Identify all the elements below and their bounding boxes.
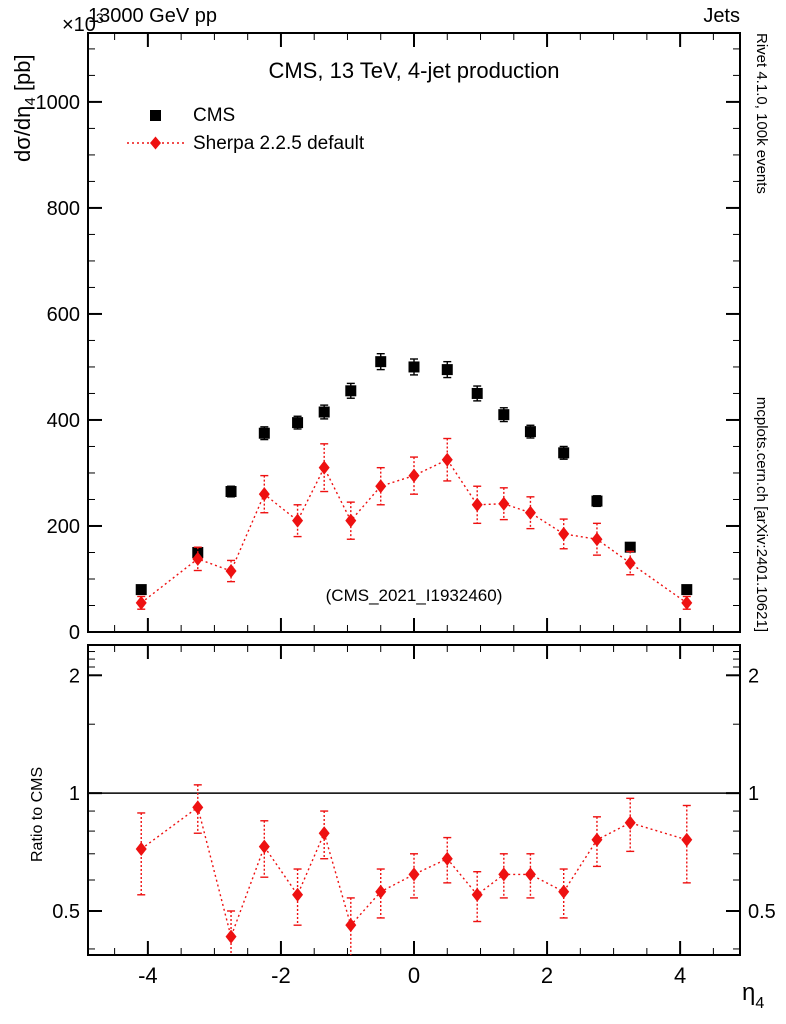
tick-label: 600 [47,304,80,326]
axis-ticks: -4 -2 0 2 4 0 200 400 600 800 1000 0.5 0.5 1 1 2 2 [36,33,776,988]
plot-title: CMS, 13 TeV, 4-jet production [268,58,559,83]
tick-label: 1 [748,783,759,805]
y-label-subscript: 4 [22,97,39,105]
ratio-panel-frame [87,644,741,956]
x-axis-label: η4 [742,979,764,1012]
process-label: Jets [703,5,740,27]
tick-label: 4 [674,963,686,988]
y-label-base: dσ/dη [10,106,35,162]
sherpa-series [135,437,693,610]
legend-markers [127,110,184,150]
ratio-y-axis-label: Ratio to CMS [29,767,46,862]
plot-graphics: -4 -2 0 2 4 0 200 400 600 800 1000 0.5 0.5 1 1 2 2 [36,32,776,988]
tick-label: 800 [47,198,80,220]
cms-series [135,353,693,596]
tick-label: 0.5 [52,901,80,923]
rivet-version-label: Rivet 4.1.0, 100k events [753,33,770,194]
tick-label: 400 [47,410,80,432]
tick-label: 1 [69,783,80,805]
tick-label: 0.5 [748,901,776,923]
tick-label: -4 [138,963,158,988]
tick-label: 2 [69,665,80,687]
legend-label-cms: CMS [193,105,235,126]
legend-marker-cms [150,110,161,121]
y-axis-multiplier: ×103 [62,10,104,36]
tick-label: -2 [271,963,291,988]
tick-label: 0 [408,963,420,988]
tick-label: 1000 [36,92,81,114]
main-panel-frame [87,32,741,633]
mcplots-reference-label: mcplots.cern.ch [arXiv:2401.10621] [753,397,770,632]
multiplier-exponent: 3 [96,10,104,26]
x-label-subscript: 4 [755,995,764,1012]
tick-label: 0 [69,622,80,644]
beam-energy-label: 13000 GeV pp [88,5,217,27]
x-label-base: η [742,979,755,1006]
main-series [135,353,693,610]
y-label-unit: [pb] [10,54,35,97]
tick-label: 200 [47,516,80,538]
tick-label: 2 [748,665,759,687]
tick-label: 2 [541,963,553,988]
multiplier-base: ×10 [62,14,96,36]
ratio-series [135,784,693,955]
watermark-label: (CMS_2021_I1932460) [326,586,503,605]
y-axis-label: dσ/dη4 [pb] [10,54,39,162]
legend-label-sherpa: Sherpa 2.2.5 default [193,133,365,154]
